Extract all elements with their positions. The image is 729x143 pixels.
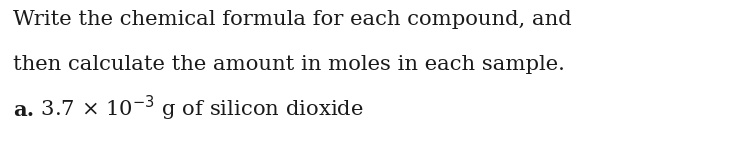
Text: Write the chemical formula for each compound, and: Write the chemical formula for each comp… — [13, 10, 572, 29]
Text: 3.7 × 10$^{-3}$ g of silicon dioxide: 3.7 × 10$^{-3}$ g of silicon dioxide — [34, 94, 364, 123]
Text: then calculate the amount in moles in each sample.: then calculate the amount in moles in ea… — [13, 55, 565, 74]
Text: a.: a. — [13, 100, 34, 120]
